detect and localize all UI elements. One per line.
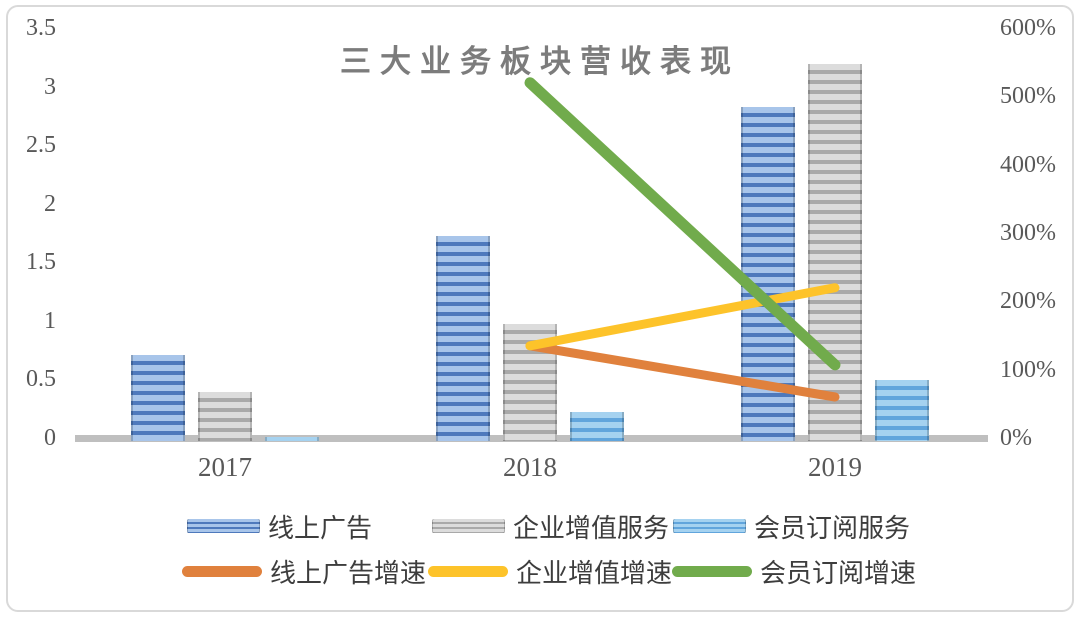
x-axis-category-label: 2018 — [503, 452, 557, 482]
legend-label: 企业增值服务 — [513, 512, 670, 543]
legend-line-swatch-icon — [672, 565, 752, 577]
bar-会员订阅服务-2017 — [265, 437, 319, 441]
legend-item-会员订阅服务: 会员订阅服务 — [673, 512, 910, 543]
legend-label: 会员订阅服务 — [754, 512, 911, 543]
legend-label: 线上广告增速 — [270, 557, 427, 588]
legend-label: 会员订阅增速 — [760, 557, 917, 588]
right-axis-tick-label: 300% — [1000, 220, 1056, 246]
legend-item-线上广告: 线上广告 — [187, 512, 372, 543]
left-axis-tick-label: 0.5 — [26, 366, 56, 393]
legend-bar-swatch-icon — [673, 519, 746, 533]
left-axis-tick-label: 2.5 — [26, 132, 56, 159]
x-axis-category-label: 2017 — [198, 452, 252, 482]
legend-label: 线上广告 — [268, 512, 373, 543]
chart-title: 三大业务板块营收表现 — [340, 44, 740, 79]
left-axis-tick-label: 0 — [44, 425, 56, 451]
right-axis-tick-label: 200% — [1000, 288, 1056, 315]
legend-item-企业增值服务: 企业增值服务 — [432, 512, 669, 543]
growth-line-会员订阅增速 — [524, 77, 841, 371]
bar-会员订阅服务-2019 — [875, 380, 929, 441]
bar-企业增值服务-2017 — [198, 392, 252, 441]
right-axis-tick-label: 0% — [1000, 425, 1032, 451]
growth-line-线上广告增速 — [525, 341, 840, 402]
left-axis-tick-label: 3.5 — [26, 15, 56, 41]
legend-item-会员订阅增速: 会员订阅增速 — [672, 557, 916, 588]
legend-line-swatch-icon — [182, 565, 262, 577]
bar-线上广告-2017 — [131, 355, 185, 441]
right-axis-tick-label: 100% — [1000, 356, 1056, 383]
left-axis-tick-label: 1 — [44, 307, 56, 334]
left-axis-tick-label: 3 — [44, 73, 56, 100]
right-axis-tick-label: 500% — [1000, 83, 1056, 110]
bar-线上广告-2018 — [436, 236, 490, 441]
legend-item-企业增值增速: 企业增值增速 — [428, 557, 672, 588]
legend-label: 企业增值增速 — [516, 557, 673, 588]
right-axis-tick-label: 400% — [1000, 151, 1056, 178]
left-axis-tick-label: 1.5 — [26, 249, 56, 276]
left-axis-tick-label: 2 — [44, 190, 56, 217]
legend-line-swatch-icon — [428, 565, 508, 577]
legend-bar-swatch-icon — [432, 519, 505, 533]
bar-会员订阅服务-2018 — [570, 412, 624, 441]
growth-line-企业增值增速 — [525, 283, 840, 351]
legend-bar-swatch-icon — [187, 519, 260, 533]
x-axis-category-label: 2019 — [808, 452, 862, 482]
right-axis-tick-label: 600% — [1000, 15, 1056, 41]
legend-item-线上广告增速: 线上广告增速 — [182, 557, 426, 588]
bar-企业增值服务-2019 — [808, 64, 862, 441]
